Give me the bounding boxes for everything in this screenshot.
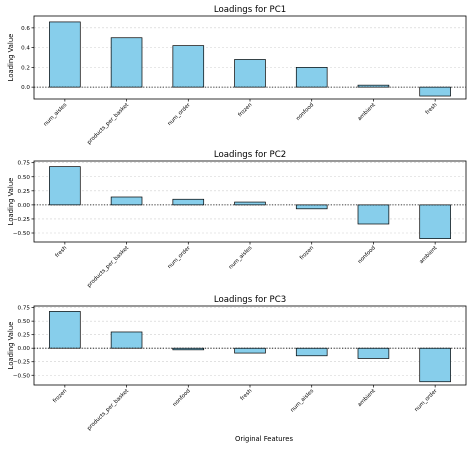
x-tick-label: num_aisles <box>228 245 254 271</box>
x-tick-label: ambient <box>357 388 377 408</box>
bar-frozen <box>234 59 266 88</box>
x-tick-label: products_per_basket <box>86 102 130 146</box>
plot-frame <box>33 160 467 243</box>
x-tick-label: num_order <box>167 245 192 270</box>
y-tick-label: 0.6 <box>21 26 30 32</box>
bar-fresh <box>419 86 451 97</box>
bar-frozen <box>49 311 81 349</box>
y-tick-label: 0.0 <box>21 85 30 91</box>
x-tick-label: num_aisles <box>290 388 316 414</box>
bar-num_order <box>172 198 205 206</box>
bar-num_aisles <box>295 347 328 357</box>
y-axis-label: Loading Value <box>7 322 15 370</box>
bar-num_aisles <box>49 21 81 88</box>
y-tick-label: −0.50 <box>13 231 31 237</box>
bar-products_per_basket <box>110 331 143 349</box>
bar-ambient <box>357 347 390 359</box>
bar-fresh <box>234 347 266 354</box>
bar-num_aisles <box>234 201 266 206</box>
y-tick-label: 0.25 <box>18 333 31 339</box>
x-tick-label: num_order <box>414 388 439 413</box>
bar-nonfood <box>295 67 328 88</box>
x-tick-label: ambient <box>419 245 439 265</box>
y-tick-label: 0.50 <box>18 319 31 325</box>
bar-fresh <box>49 166 81 206</box>
bar-frozen <box>295 204 328 210</box>
x-tick-label: nonfood <box>357 245 377 265</box>
y-axis-label: Loading Value <box>7 34 15 82</box>
figure-x-axis-label: Original Features <box>235 435 293 443</box>
bar-products_per_basket <box>110 196 143 206</box>
chart-panel-pc2: 0.75 0.50 0.25 0.00 −0.25 −0.50 fresh products_… <box>7 150 467 289</box>
bar-products_per_basket <box>110 37 143 88</box>
y-tick-label: −0.50 <box>13 373 31 379</box>
y-tick-label: 0.2 <box>21 65 30 71</box>
bar-num_order <box>172 45 205 88</box>
chart-panel-pc3: 0.75 0.50 0.25 0.00 −0.25 −0.50 frozen products… <box>7 295 467 432</box>
x-tick-label: nonfood <box>295 102 315 122</box>
y-tick-label: 0.75 <box>18 306 31 312</box>
y-tick-label: −0.25 <box>13 360 31 366</box>
x-tick-label: num_aisles <box>43 102 69 128</box>
x-tick-label: ambient <box>357 102 377 122</box>
y-axis-label: Loading Value <box>7 178 15 226</box>
y-tick-label: 0.50 <box>18 175 31 181</box>
x-tick-label: products_per_basket <box>86 388 130 432</box>
bar-ambient <box>419 204 451 239</box>
x-tick-label: num_order <box>167 102 192 127</box>
x-tick-label: frozen <box>299 245 315 261</box>
chart-title: Loadings for PC2 <box>214 150 286 160</box>
x-tick-label: nonfood <box>172 388 192 408</box>
chart-title: Loadings for PC1 <box>214 5 286 15</box>
x-tick-label: frozen <box>52 388 68 404</box>
y-tick-label: 0.25 <box>18 189 31 195</box>
x-tick-label: fresh <box>54 245 68 259</box>
bar-nonfood <box>357 204 390 225</box>
bar-num_order <box>419 347 451 383</box>
chart-title: Loadings for PC3 <box>214 295 286 305</box>
x-tick-label: frozen <box>237 102 253 118</box>
chart-panel-pc1: 0.0 0.2 0.4 0.6 num_aisles products_per_baske… <box>7 5 467 146</box>
y-tick-label: 0.75 <box>18 161 31 167</box>
y-tick-label: 0.4 <box>21 46 30 52</box>
y-tick-label: 0.00 <box>18 203 31 209</box>
x-tick-label: products_per_basket <box>86 245 130 289</box>
x-tick-label: fresh <box>240 388 254 402</box>
plot-frame <box>33 305 467 386</box>
x-tick-label: fresh <box>425 102 439 116</box>
y-tick-label: 0.00 <box>18 346 31 352</box>
y-tick-label: −0.25 <box>13 217 31 223</box>
